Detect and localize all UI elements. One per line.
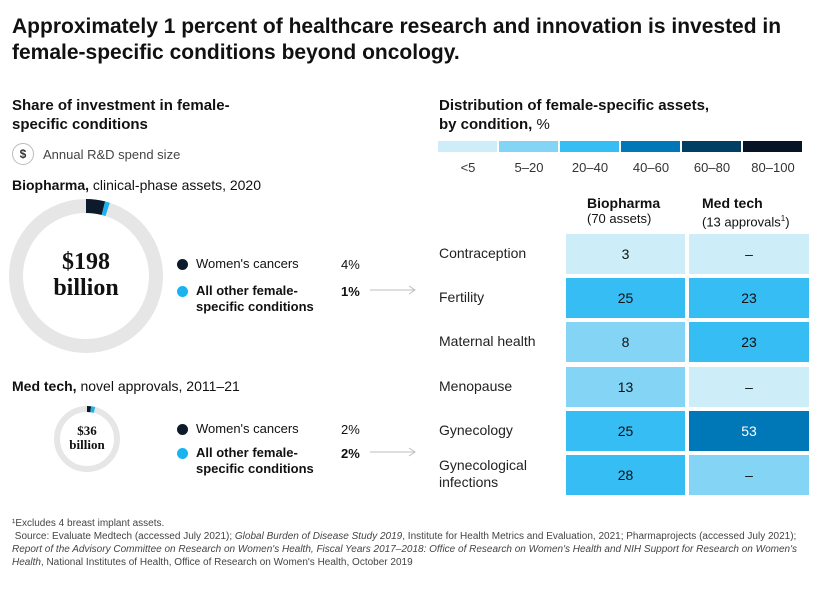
right-title-line1: Distribution of female-specific assets, (439, 97, 710, 114)
scale-swatch (743, 141, 802, 152)
womens-cancers-dot (177, 259, 188, 270)
medtech-cell: 23 (689, 278, 809, 319)
dollar-icon: $ (12, 143, 34, 165)
medtech-spend-unit: billion (69, 437, 105, 453)
medtech-cell: – (689, 366, 809, 407)
biopharma-cell: 28 (566, 455, 685, 495)
medtech-donut (54, 406, 120, 472)
medtech-cell: 53 (689, 410, 809, 451)
footnote: ¹Excludes 4 breast implant assets. Sourc… (12, 517, 812, 569)
medtech-donut-label: $36 billion (53, 423, 121, 453)
biopharma-column-count: (70 assets) (587, 211, 652, 226)
biopharma-column-title: Biopharma (587, 195, 661, 211)
scale-label: <5 (460, 160, 476, 175)
biopharma-subtitle-bold: Biopharma, (12, 177, 90, 193)
medtech-cell: – (689, 455, 809, 495)
source-part-b: Global Burden of Disease Study 2019 (234, 531, 403, 542)
biopharma-other-line1: All other female- (196, 283, 298, 298)
spend-size-legend-label: Annual R&D spend size (43, 147, 181, 162)
biopharma-slice-womens-cancers (85, 199, 106, 216)
scale-swatch (621, 141, 680, 152)
biopharma-spend-value: $198 (62, 249, 110, 275)
scale-label: 40–60 (632, 160, 670, 175)
scale-swatch (499, 141, 558, 152)
scale-label: 60–80 (693, 160, 731, 175)
scale-label: 80–100 (751, 160, 795, 175)
biopharma-legend-womens-cancers: Women's cancers (196, 256, 299, 271)
color-scale-legend (438, 141, 803, 152)
medtech-subtitle-bold: Med tech, (12, 378, 77, 394)
scale-label: 5–20 (514, 160, 544, 175)
biopharma-cell: 3 (566, 234, 685, 274)
medtech-subtitle-rest: novel approvals, 2011–21 (76, 378, 240, 394)
biopharma-other-conditions-pct: 1% (341, 284, 360, 299)
biopharma-cell: 25 (566, 410, 685, 451)
scale-swatch (682, 141, 741, 152)
medtech-column-title: Med tech (702, 195, 763, 211)
biopharma-legend-other-conditions: All other female- specific conditions (196, 283, 314, 315)
biopharma-cell: 8 (566, 322, 685, 363)
biopharma-other-line2: specific conditions (196, 299, 314, 314)
biopharma-donut-segments (9, 199, 163, 353)
row-label: Gynecological infections (439, 457, 527, 490)
medtech-other-line1: All other female- (196, 445, 298, 460)
footnote-exclusion: ¹Excludes 4 breast implant assets. (12, 518, 165, 529)
row-label: Fertility (439, 289, 485, 306)
biopharma-cell: 13 (566, 366, 685, 407)
biopharma-womens-cancers-pct: 4% (341, 257, 360, 272)
biopharma-arrow (370, 285, 416, 295)
row-label: Gynecology (439, 421, 513, 438)
right-title-bold: by condition, (439, 116, 533, 133)
medtech-cell: 23 (689, 322, 809, 363)
medtech-arrow (370, 447, 416, 457)
scale-swatch (438, 141, 497, 152)
page-title: Approximately 1 percent of healthcare re… (12, 15, 782, 64)
row-label: Contraception (439, 245, 527, 261)
other-conditions-dot (177, 286, 188, 297)
other-conditions-dot (177, 448, 188, 459)
biopharma-donut (9, 199, 163, 353)
source-note: Source: Evaluate Medtech (accessed July … (12, 530, 812, 569)
left-section-title: Share of investment in female- specific … (12, 96, 230, 134)
source-part-d: Report of the Advisory Committee on Rese… (12, 544, 797, 568)
left-title-line1: Share of investment in female- (12, 97, 230, 114)
medtech-womens-cancers-pct: 2% (341, 422, 360, 437)
medtech-legend-womens-cancers: Women's cancers (196, 421, 299, 436)
medtech-slice-other-conditions (90, 406, 96, 413)
medtech-other-conditions-pct: 2% (341, 446, 360, 461)
medtech-cell: – (689, 234, 809, 274)
source-part-c: , Institute for Health Metrics and Evalu… (402, 531, 797, 542)
right-title-unit: % (532, 116, 550, 133)
scale-swatch (560, 141, 619, 152)
womens-cancers-dot (177, 424, 188, 435)
biopharma-column-header: Biopharma (70 assets) (587, 195, 660, 227)
medtech-legend-other-conditions: All other female- specific conditions (196, 445, 314, 477)
scale-label: 20–40 (571, 160, 609, 175)
footnote-marker: 1 (780, 214, 786, 223)
color-scale-labels: <5 5–20 20–40 40–60 60–80 80–100 (438, 160, 810, 178)
biopharma-cell: 25 (566, 278, 685, 319)
medtech-column-count: (13 approvals1) (702, 211, 790, 230)
source-part-a: Source: Evaluate Medtech (accessed July … (14, 531, 235, 542)
right-section-title: Distribution of female-specific assets, … (439, 96, 709, 134)
left-title-line2: specific conditions (12, 116, 148, 133)
medtech-column-count-close: ) (785, 214, 790, 230)
biopharma-donut-label: $198 billion (8, 249, 164, 302)
medtech-subtitle: Med tech, novel approvals, 2011–21 (12, 378, 240, 394)
biopharma-subtitle-rest: clinical-phase assets, 2020 (89, 177, 262, 193)
biopharma-subtitle: Biopharma, clinical-phase assets, 2020 (12, 177, 261, 193)
medtech-column-header: Med tech (13 approvals1) (702, 195, 790, 230)
source-part-e: , National Institutes of Health, Office … (40, 557, 413, 568)
biopharma-spend-unit: billion (53, 275, 119, 302)
biopharma-slice-other-conditions (101, 201, 110, 217)
row-label: Maternal health (439, 333, 536, 350)
medtech-donut-segments (54, 406, 120, 472)
medtech-spend-value: $36 (77, 423, 97, 438)
medtech-column-count-text: (13 approvals (702, 214, 781, 230)
medtech-other-line2: specific conditions (196, 461, 314, 476)
row-label: Menopause (439, 377, 513, 394)
right-title-line2: by condition, % (439, 115, 709, 134)
